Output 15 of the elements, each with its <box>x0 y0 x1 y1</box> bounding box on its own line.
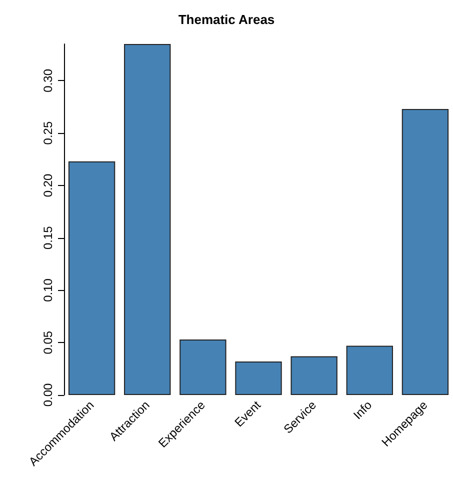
bar <box>124 44 171 395</box>
bar <box>346 346 393 395</box>
y-tick-label: 0.20 <box>41 173 55 198</box>
bar <box>180 339 226 395</box>
y-tick-label: 0.30 <box>41 68 55 92</box>
y-tick-label: 0.15 <box>41 226 55 250</box>
x-tick-label: Info <box>350 398 375 422</box>
bar <box>235 361 282 395</box>
y-tick-label: 0.10 <box>41 278 55 302</box>
bar <box>68 161 116 395</box>
bar <box>290 356 338 395</box>
y-tick-label: 0.05 <box>41 330 55 354</box>
bar <box>402 108 449 395</box>
y-tick-label: 0.25 <box>41 121 55 145</box>
chart-title: Thematic Areas <box>178 12 275 27</box>
